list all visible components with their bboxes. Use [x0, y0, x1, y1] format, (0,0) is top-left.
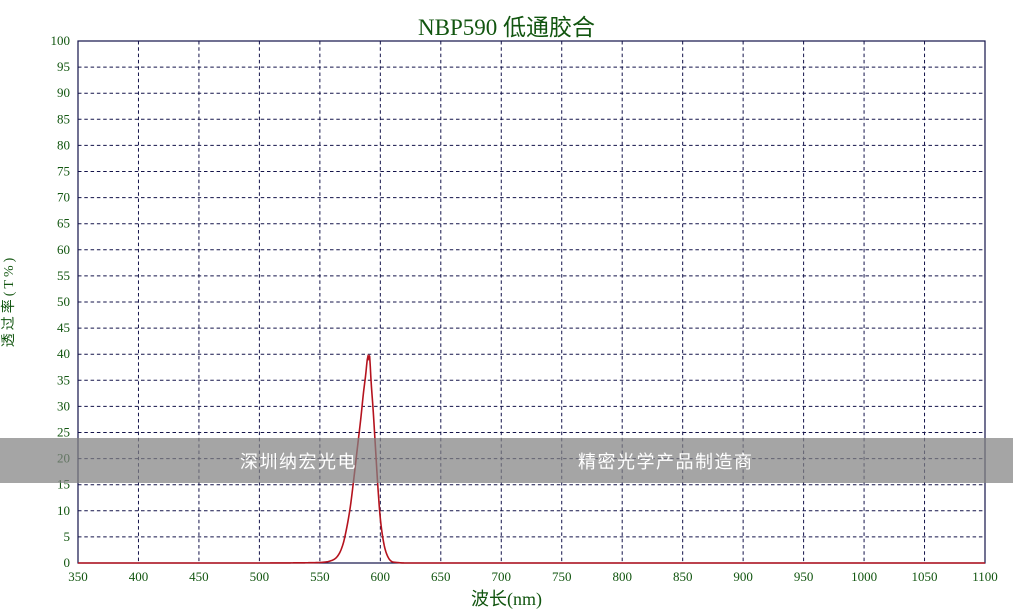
svg-text:40: 40 — [57, 346, 70, 361]
svg-text:55: 55 — [57, 268, 70, 283]
svg-text:95: 95 — [57, 59, 70, 74]
svg-text:35: 35 — [57, 372, 70, 387]
svg-text:650: 650 — [431, 569, 451, 584]
svg-text:50: 50 — [57, 294, 70, 309]
svg-text:0: 0 — [64, 555, 71, 570]
svg-text:85: 85 — [57, 111, 70, 126]
svg-text:45: 45 — [57, 320, 70, 335]
svg-text:900: 900 — [733, 569, 753, 584]
svg-text:60: 60 — [57, 242, 70, 257]
svg-text:65: 65 — [57, 216, 70, 231]
svg-text:950: 950 — [794, 569, 814, 584]
svg-text:90: 90 — [57, 85, 70, 100]
svg-text:30: 30 — [57, 398, 70, 413]
svg-text:5: 5 — [64, 529, 71, 544]
svg-text:450: 450 — [189, 569, 209, 584]
svg-text:850: 850 — [673, 569, 693, 584]
svg-text:1100: 1100 — [972, 569, 998, 584]
svg-text:10: 10 — [57, 503, 70, 518]
svg-text:400: 400 — [129, 569, 149, 584]
svg-text:700: 700 — [492, 569, 512, 584]
svg-text:70: 70 — [57, 190, 70, 205]
svg-text:1050: 1050 — [912, 569, 938, 584]
svg-text:500: 500 — [250, 569, 270, 584]
svg-text:350: 350 — [68, 569, 88, 584]
svg-text:550: 550 — [310, 569, 330, 584]
svg-text:600: 600 — [371, 569, 391, 584]
svg-text:750: 750 — [552, 569, 572, 584]
svg-text:800: 800 — [612, 569, 632, 584]
svg-text:75: 75 — [57, 164, 70, 179]
svg-text:80: 80 — [57, 137, 70, 152]
svg-text:1000: 1000 — [851, 569, 877, 584]
